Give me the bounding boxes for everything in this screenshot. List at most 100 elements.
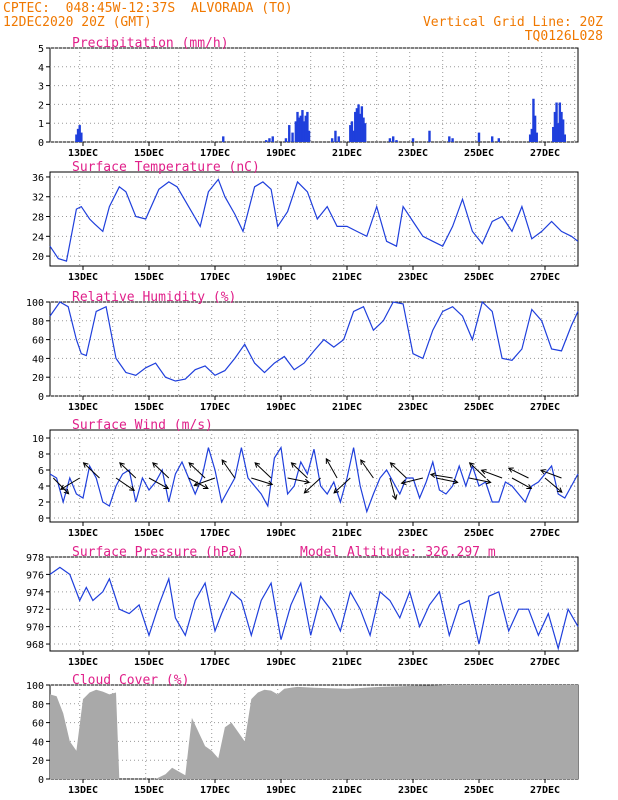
y-tick-label: 24 xyxy=(32,232,44,243)
y-tick-label: 28 xyxy=(32,213,44,224)
precip-bar xyxy=(563,134,566,142)
y-tick-label: 5 xyxy=(38,44,44,55)
wind-arrow xyxy=(254,462,272,479)
precip-bar xyxy=(395,140,398,142)
wind-arrow xyxy=(511,477,532,489)
x-tick-label: 15DEC xyxy=(134,402,164,413)
x-tick-label: 19DEC xyxy=(266,148,296,159)
panel-frame xyxy=(49,556,579,652)
x-tick-label: 17DEC xyxy=(200,148,230,159)
wind-arrow xyxy=(251,477,273,485)
precip-bar xyxy=(388,138,392,142)
precip-bar xyxy=(75,134,78,142)
precip-bar xyxy=(297,117,301,142)
wind-arrow-head xyxy=(507,467,514,473)
x-tick-label: 19DEC xyxy=(266,785,296,796)
wind-arrow-head xyxy=(290,462,297,468)
wind-arrow xyxy=(430,474,453,479)
x-tick-label: 21DEC xyxy=(332,785,362,796)
precip-bar xyxy=(357,104,360,142)
precip-bar xyxy=(428,130,431,142)
y-tick-label: 2 xyxy=(38,498,44,509)
x-tick-label: 27DEC xyxy=(530,272,560,283)
wind-arrow xyxy=(544,477,563,493)
wind-arrow-head xyxy=(360,459,366,466)
header-date: 12DEC2020 20Z (GMT) xyxy=(3,15,152,30)
wind-arrow xyxy=(194,477,216,486)
x-tick-label: 23DEC xyxy=(398,272,428,283)
panel-title: Cloud Cover (%) xyxy=(72,673,189,688)
panel-frame xyxy=(49,301,579,397)
wind-arrow-head xyxy=(556,487,563,493)
panel-title: Surface Wind (m/s) xyxy=(72,418,213,433)
wind-arrow xyxy=(540,469,562,479)
x-tick-label: 15DEC xyxy=(134,148,164,159)
wind-arrow xyxy=(469,477,491,483)
x-tick-label: 23DEC xyxy=(398,148,428,159)
x-tick-label: 19DEC xyxy=(266,657,296,668)
wind-arrow-head xyxy=(400,479,407,486)
x-tick-label: 23DEC xyxy=(398,785,428,796)
precip-bar xyxy=(334,130,337,142)
y-tick-label: 60 xyxy=(32,336,44,347)
wind-arrow-head xyxy=(480,469,487,475)
y-tick-label: 0 xyxy=(38,775,44,786)
x-tick-label: 15DEC xyxy=(134,528,164,539)
wind-arrow xyxy=(401,477,424,484)
y-tick-label: 4 xyxy=(38,482,44,493)
precip-bar xyxy=(354,111,357,142)
precip-bar xyxy=(350,121,354,142)
wind-arrow xyxy=(287,477,310,483)
precip-bar xyxy=(532,98,535,142)
y-tick-label: 8 xyxy=(38,450,44,461)
series-line xyxy=(49,566,579,651)
y-tick-label: 32 xyxy=(32,193,44,204)
precip-bar xyxy=(530,128,533,142)
wind-arrow-head xyxy=(152,462,158,468)
y-tick-label: 80 xyxy=(32,700,44,711)
precip-bar xyxy=(302,121,306,142)
panel-frame xyxy=(49,429,579,523)
y-tick-label: 0 xyxy=(38,392,44,403)
x-tick-label: 21DEC xyxy=(332,657,362,668)
wind-arrow xyxy=(52,477,69,495)
precip-bar xyxy=(307,130,311,142)
y-tick-label: 972 xyxy=(26,605,44,616)
wind-arrow-head xyxy=(333,487,340,494)
precip-bar xyxy=(528,134,532,142)
x-tick-label: 21DEC xyxy=(332,402,362,413)
precip-bar xyxy=(359,113,362,142)
precip-bar xyxy=(560,111,563,142)
wind-arrow xyxy=(60,477,80,490)
x-tick-label: 23DEC xyxy=(398,402,428,413)
precip-bar xyxy=(76,128,80,142)
panel-5: 968 970 972 974 976 978 13DEC 15DEC 17DEC 19DEC 21… xyxy=(26,545,579,668)
wind-arrow xyxy=(390,462,407,479)
precip-bar xyxy=(411,138,415,142)
panel-2: 20 24 28 32 36 13DEC 15DEC 17DEC 19DEC 21DEC 23DEC… xyxy=(32,160,579,283)
x-tick-label: 27DEC xyxy=(530,657,560,668)
x-tick-label: 25DEC xyxy=(464,528,494,539)
precip-bar xyxy=(330,138,334,142)
panel-title: Relative Humidity (%) xyxy=(72,290,236,305)
precip-bar xyxy=(491,136,494,142)
y-tick-label: 1 xyxy=(38,119,44,130)
precip-bar xyxy=(555,102,558,142)
y-tick-label: 20 xyxy=(32,373,44,384)
series-line xyxy=(49,178,579,262)
wind-arrow xyxy=(333,477,351,494)
y-tick-label: 3 xyxy=(38,82,44,93)
x-tick-label: 25DEC xyxy=(464,785,494,796)
x-tick-label: 17DEC xyxy=(200,785,230,796)
precip-bar xyxy=(294,121,298,142)
precip-bar xyxy=(451,138,454,142)
x-tick-label: 13DEC xyxy=(68,657,98,668)
x-tick-label: 13DEC xyxy=(68,272,98,283)
wind-arrow xyxy=(115,477,135,491)
precip-bar xyxy=(80,132,83,142)
y-tick-label: 974 xyxy=(26,588,44,599)
precip-bar xyxy=(557,123,560,142)
wind-arrow-head xyxy=(63,488,70,495)
wind-arrow xyxy=(119,462,137,479)
